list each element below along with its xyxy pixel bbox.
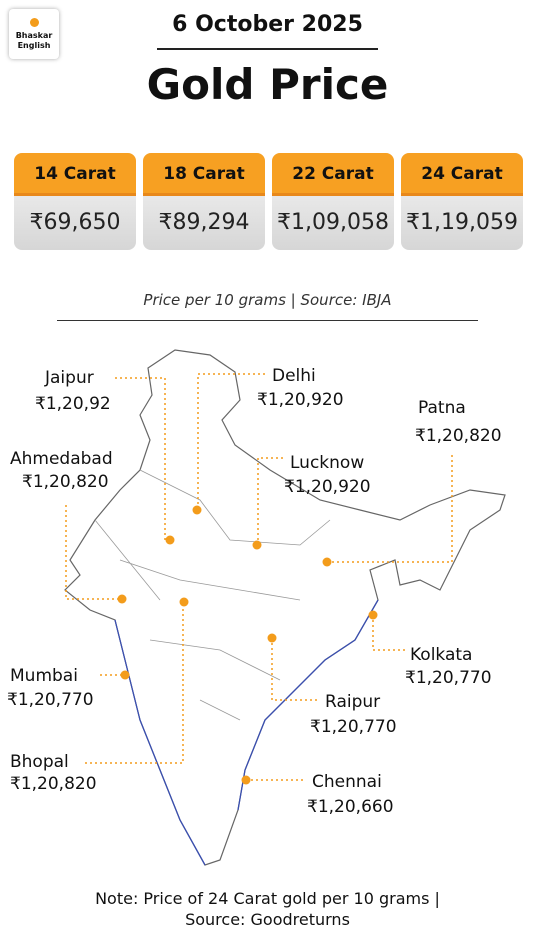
city-price: ₹1,20,770 <box>310 717 397 737</box>
coastline <box>114 599 379 866</box>
note: Note: Price of 24 Carat gold per 10 gram… <box>95 889 440 908</box>
city-price: ₹1,20,770 <box>7 690 94 710</box>
city-name: Raipur <box>325 692 381 712</box>
state-borders <box>94 469 331 721</box>
card-price: ₹1,09,058 <box>277 210 389 235</box>
leaders <box>65 373 453 781</box>
card-label: 24 Carat <box>401 153 523 196</box>
price-card: 18 Carat ₹89,294 <box>143 153 265 250</box>
note: Source: Goodreturns <box>185 910 350 929</box>
city-dots <box>117 505 378 785</box>
card-price: ₹69,650 <box>29 210 121 235</box>
city-name: Mumbai <box>10 666 78 686</box>
city-name: Lucknow <box>290 453 365 473</box>
logo-text: English <box>17 41 51 50</box>
card-price: ₹1,19,059 <box>406 210 518 235</box>
city-name: Delhi <box>272 366 316 386</box>
divider <box>157 48 378 50</box>
city-price: ₹1,20,820 <box>10 774 97 794</box>
city-price: ₹1,20,820 <box>22 472 109 492</box>
card-label: 22 Carat <box>272 153 394 196</box>
city-name: Ahmedabad <box>10 449 113 469</box>
city-price: ₹1,20,820 <box>415 426 502 446</box>
city-price: ₹1,20,660 <box>307 797 394 817</box>
city-name: Jaipur <box>45 368 94 388</box>
title: Gold Price <box>146 60 389 109</box>
date: 6 October 2025 <box>172 12 363 37</box>
card-label: 14 Carat <box>14 153 136 196</box>
city-price: ₹1,20,920 <box>257 390 344 410</box>
price-card: 14 Carat ₹69,650 <box>14 153 136 250</box>
city-name: Chennai <box>312 772 382 792</box>
city-name: Kolkata <box>410 645 473 665</box>
city-price: ₹1,20,92 <box>35 394 111 414</box>
city-name: Patna <box>418 398 466 418</box>
logo: Bhaskar English <box>9 9 59 59</box>
card-price: ₹89,294 <box>158 210 250 235</box>
city-price: ₹1,20,920 <box>284 477 371 497</box>
city-name: Bhopal <box>10 752 69 772</box>
logo-text: Bhaskar <box>15 31 53 40</box>
card-label: 18 Carat <box>143 153 265 196</box>
divider <box>57 320 478 321</box>
city-price: ₹1,20,770 <box>405 668 492 688</box>
source: Price per 10 grams | Source: IBJA <box>143 291 392 309</box>
price-card: 24 Carat ₹1,19,059 <box>401 153 523 250</box>
price-card: 22 Carat ₹1,09,058 <box>272 153 394 250</box>
